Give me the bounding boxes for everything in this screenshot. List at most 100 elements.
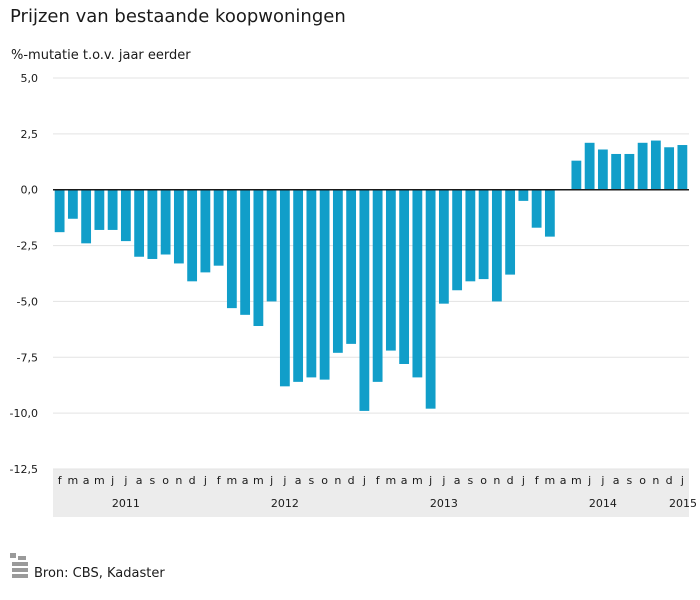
x-tick-label: m: [545, 474, 556, 487]
x-tick-label: j: [680, 474, 684, 487]
x-tick-label: a: [401, 474, 408, 487]
y-tick-label: -5,0: [17, 295, 38, 308]
bar: [306, 189, 317, 378]
bar: [253, 189, 264, 327]
bar: [81, 189, 92, 244]
x-tick-label: o: [321, 474, 328, 487]
x-tick-label: m: [68, 474, 79, 487]
x-tick-label: n: [652, 474, 659, 487]
bar: [624, 153, 635, 190]
x-tick-label: o: [162, 474, 169, 487]
bar: [134, 189, 145, 257]
x-tick-label: j: [521, 474, 525, 487]
x-tick-label: o: [639, 474, 646, 487]
bar: [54, 189, 65, 233]
year-label: 2015: [669, 497, 697, 510]
gridlines: [53, 77, 689, 470]
x-tick-label: m: [571, 474, 582, 487]
bar: [611, 153, 622, 190]
x-tick-label: a: [83, 474, 90, 487]
x-tick-label: n: [334, 474, 341, 487]
bar: [120, 189, 131, 242]
x-tick-label: d: [189, 474, 196, 487]
bar: [200, 189, 211, 273]
year-label: 2014: [589, 497, 617, 510]
bar: [160, 189, 171, 255]
bar: [372, 189, 383, 382]
x-tick-label: a: [454, 474, 461, 487]
y-axis: 5,0 2,5 0,0 -2,5 -5,0 -7,5 -10,0 -12,5: [10, 72, 38, 476]
bar: [637, 142, 648, 190]
bar: [187, 189, 198, 282]
bar: [147, 189, 158, 259]
x-tick-label: j: [203, 474, 207, 487]
x-tick-label: m: [94, 474, 105, 487]
x-tick-label: j: [110, 474, 114, 487]
x-tick-label: j: [123, 474, 127, 487]
bar: [478, 189, 489, 280]
y-tick-label: -12,5: [10, 463, 38, 476]
y-tick-label: 5,0: [21, 72, 39, 85]
x-tick-label: o: [480, 474, 487, 487]
x-tick-label: s: [150, 474, 156, 487]
bar: [319, 189, 330, 380]
bar: [385, 189, 396, 351]
x-tick-label: m: [253, 474, 264, 487]
bar: [107, 189, 118, 230]
bar: [279, 189, 290, 387]
x-tick-label: j: [587, 474, 591, 487]
x-tick-label: m: [412, 474, 423, 487]
x-tick-label: s: [309, 474, 315, 487]
x-tick-label: j: [282, 474, 286, 487]
y-tick-label: 0,0: [21, 184, 39, 197]
bar: [531, 189, 542, 228]
x-tick-label: n: [493, 474, 500, 487]
bar: [67, 189, 78, 219]
x-tick-label: a: [136, 474, 143, 487]
bar: [332, 189, 343, 353]
x-tick-label: a: [295, 474, 302, 487]
bars: [54, 140, 688, 411]
x-tick-label: j: [428, 474, 432, 487]
bar: [226, 189, 237, 309]
x-tick-label: f: [535, 474, 540, 487]
bar: [293, 189, 304, 382]
source-text: Bron: CBS, Kadaster: [34, 566, 165, 581]
bar: [518, 189, 529, 201]
bar: [346, 189, 357, 344]
x-tick-label: a: [560, 474, 567, 487]
x-tick-label: d: [507, 474, 514, 487]
bar: [597, 149, 608, 190]
bar: [266, 189, 277, 302]
bar: [94, 189, 105, 230]
bar: [452, 189, 463, 291]
year-label: 2011: [112, 497, 140, 510]
bar: [664, 147, 675, 190]
x-tick-label: j: [362, 474, 366, 487]
bar: [399, 189, 410, 364]
bar: [359, 189, 370, 411]
bar: [677, 145, 688, 190]
x-tick-label: s: [627, 474, 633, 487]
y-tick-label: 2,5: [21, 128, 39, 141]
y-tick-label: -7,5: [17, 351, 38, 364]
bar: [584, 142, 595, 190]
bar: [240, 189, 251, 315]
y-tick-label: -10,0: [10, 407, 38, 420]
bar: [544, 189, 555, 237]
x-tick-label: s: [468, 474, 474, 487]
bar: [505, 189, 516, 275]
bar: [425, 189, 436, 409]
x-tick-label: m: [386, 474, 397, 487]
y-tick-label: -2,5: [17, 240, 38, 253]
bar: [412, 189, 423, 378]
x-tick-label: a: [242, 474, 249, 487]
bar: [438, 189, 449, 304]
x-tick-label: j: [269, 474, 273, 487]
bar: [571, 160, 582, 190]
x-tick-label: d: [348, 474, 355, 487]
x-tick-label: f: [58, 474, 63, 487]
x-tick-label: f: [217, 474, 222, 487]
